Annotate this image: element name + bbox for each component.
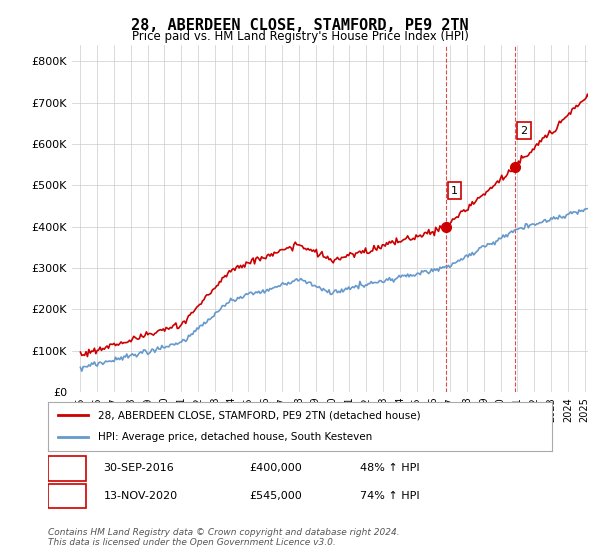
Text: £545,000: £545,000 <box>250 491 302 501</box>
Text: Contains HM Land Registry data © Crown copyright and database right 2024.
This d: Contains HM Land Registry data © Crown c… <box>48 528 400 547</box>
Text: 13-NOV-2020: 13-NOV-2020 <box>103 491 178 501</box>
Text: 74% ↑ HPI: 74% ↑ HPI <box>361 491 420 501</box>
Text: 30-SEP-2016: 30-SEP-2016 <box>103 463 174 473</box>
FancyBboxPatch shape <box>48 484 86 508</box>
Text: 1: 1 <box>63 463 70 473</box>
Text: 2: 2 <box>520 125 527 136</box>
Text: HPI: Average price, detached house, South Kesteven: HPI: Average price, detached house, Sout… <box>98 432 373 442</box>
Text: 28, ABERDEEN CLOSE, STAMFORD, PE9 2TN: 28, ABERDEEN CLOSE, STAMFORD, PE9 2TN <box>131 18 469 34</box>
Text: 2: 2 <box>63 491 70 501</box>
Text: 28, ABERDEEN CLOSE, STAMFORD, PE9 2TN (detached house): 28, ABERDEEN CLOSE, STAMFORD, PE9 2TN (d… <box>98 410 421 421</box>
FancyBboxPatch shape <box>48 456 86 480</box>
Text: 48% ↑ HPI: 48% ↑ HPI <box>361 463 420 473</box>
Text: Price paid vs. HM Land Registry's House Price Index (HPI): Price paid vs. HM Land Registry's House … <box>131 30 469 43</box>
Text: £400,000: £400,000 <box>250 463 302 473</box>
Text: 1: 1 <box>451 185 458 195</box>
